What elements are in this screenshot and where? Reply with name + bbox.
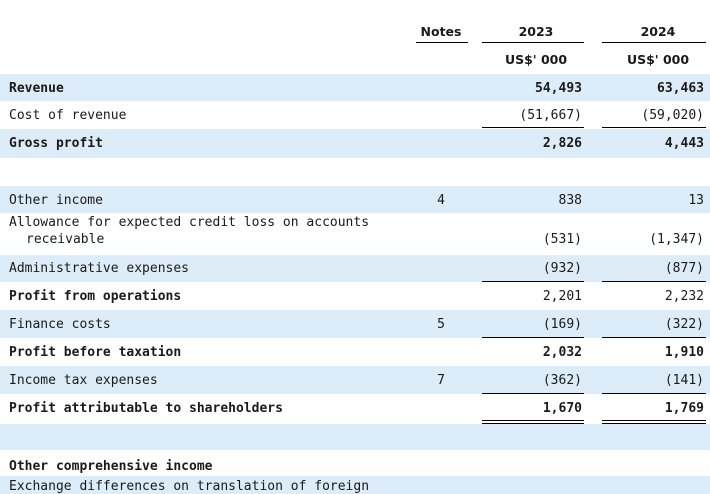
- rule-2024-finance: [602, 337, 706, 338]
- other-income-notes: 4: [437, 193, 445, 208]
- allowance-2023: (531): [542, 232, 582, 247]
- other-income-label: Other income: [9, 193, 103, 208]
- profit-from-operations-2024: 2,232: [664, 289, 704, 304]
- allowance-label-line1: Allowance for expected credit loss on ac…: [9, 215, 370, 230]
- finance-costs-2024: (322): [664, 317, 704, 332]
- admin-expenses-2024: (877): [664, 261, 704, 276]
- oci-heading-row: Other comprehensive income: [0, 452, 710, 476]
- cost-of-revenue-label: Cost of revenue: [9, 108, 127, 123]
- income-tax-notes: 7: [437, 373, 445, 388]
- unit-row: US$' 000 US$' 000: [0, 46, 710, 72]
- year-2023-header-rule: [482, 42, 584, 43]
- profit-attributable-2024: 1,769: [664, 401, 704, 416]
- spacer-row-2: [0, 424, 710, 450]
- notes-header-rule: [416, 42, 468, 43]
- profit-attributable-row: Profit attributable to shareholders 1,67…: [0, 394, 710, 422]
- allowance-row: Allowance for expected credit loss on ac…: [0, 213, 710, 255]
- finance-costs-2023: (169): [542, 317, 582, 332]
- gross-profit-row: Gross profit 2,826 4,443: [0, 129, 710, 158]
- finance-costs-notes: 5: [437, 317, 445, 332]
- cost-of-revenue-2024: (59,020): [641, 108, 704, 123]
- profit-before-tax-2023: 2,032: [542, 345, 582, 360]
- other-income-2024: 13: [688, 193, 704, 208]
- cost-of-revenue-2023: (51,667): [519, 108, 582, 123]
- finance-costs-label: Finance costs: [9, 317, 111, 332]
- income-tax-label: Income tax expenses: [9, 373, 158, 388]
- admin-expenses-row: Administrative expenses (932) (877): [0, 255, 710, 282]
- profit-from-operations-2023: 2,201: [542, 289, 582, 304]
- revenue-label: Revenue: [9, 81, 64, 96]
- income-tax-2024: (141): [664, 373, 704, 388]
- profit-attributable-2023: 1,670: [542, 401, 582, 416]
- rule-2024-cost: [602, 127, 706, 128]
- profit-before-tax-label: Profit before taxation: [9, 345, 182, 360]
- cost-of-revenue-row: Cost of revenue (51,667) (59,020): [0, 101, 710, 129]
- exchange-diff-row: Exchange differences on translation of f…: [0, 476, 710, 494]
- admin-expenses-label: Administrative expenses: [9, 261, 190, 276]
- unit-2023: US$' 000: [504, 52, 568, 67]
- double-rule-2023: [482, 420, 584, 424]
- spacer-row-1: [0, 158, 710, 186]
- revenue-2023: 54,493: [535, 81, 582, 96]
- admin-expenses-2023: (932): [542, 261, 582, 276]
- income-tax-row: Income tax expenses 7 (362) (141): [0, 366, 710, 394]
- year-2023-header: 2023: [518, 24, 554, 39]
- revenue-row: Revenue 54,493 63,463: [0, 74, 710, 101]
- year-2024-header: 2024: [640, 24, 676, 39]
- rule-2023-cost: [482, 127, 584, 128]
- rule-2024-tax: [602, 393, 706, 394]
- allowance-2024: (1,347): [649, 232, 704, 247]
- gross-profit-2023: 2,826: [542, 136, 582, 151]
- gross-profit-label: Gross profit: [9, 136, 103, 151]
- allowance-label-line2: receivable: [26, 232, 105, 247]
- profit-from-operations-label: Profit from operations: [9, 289, 182, 304]
- header-row: Notes 2023 2024: [0, 18, 710, 44]
- gross-profit-2024: 4,443: [664, 136, 704, 151]
- profit-before-tax-row: Profit before taxation 2,032 1,910: [0, 338, 710, 366]
- other-income-row: Other income 4 838 13: [0, 186, 710, 213]
- notes-header: Notes: [420, 24, 462, 39]
- unit-2024: US$' 000: [626, 52, 690, 67]
- exchange-diff-label: Exchange differences on translation of f…: [9, 479, 370, 494]
- profit-attributable-label: Profit attributable to shareholders: [9, 401, 283, 416]
- rule-2023-admin: [482, 281, 584, 282]
- income-tax-2023: (362): [542, 373, 582, 388]
- rule-2024-admin: [602, 281, 706, 282]
- profit-from-operations-row: Profit from operations 2,201 2,232: [0, 282, 710, 310]
- profit-before-tax-2024: 1,910: [664, 345, 704, 360]
- year-2024-header-rule: [602, 42, 706, 43]
- other-income-2023: 838: [558, 193, 582, 208]
- oci-heading-label: Other comprehensive income: [9, 459, 213, 474]
- rule-2023-finance: [482, 337, 584, 338]
- revenue-2024: 63,463: [657, 81, 704, 96]
- rule-2023-tax: [482, 393, 584, 394]
- double-rule-2024: [602, 420, 706, 424]
- finance-costs-row: Finance costs 5 (169) (322): [0, 310, 710, 338]
